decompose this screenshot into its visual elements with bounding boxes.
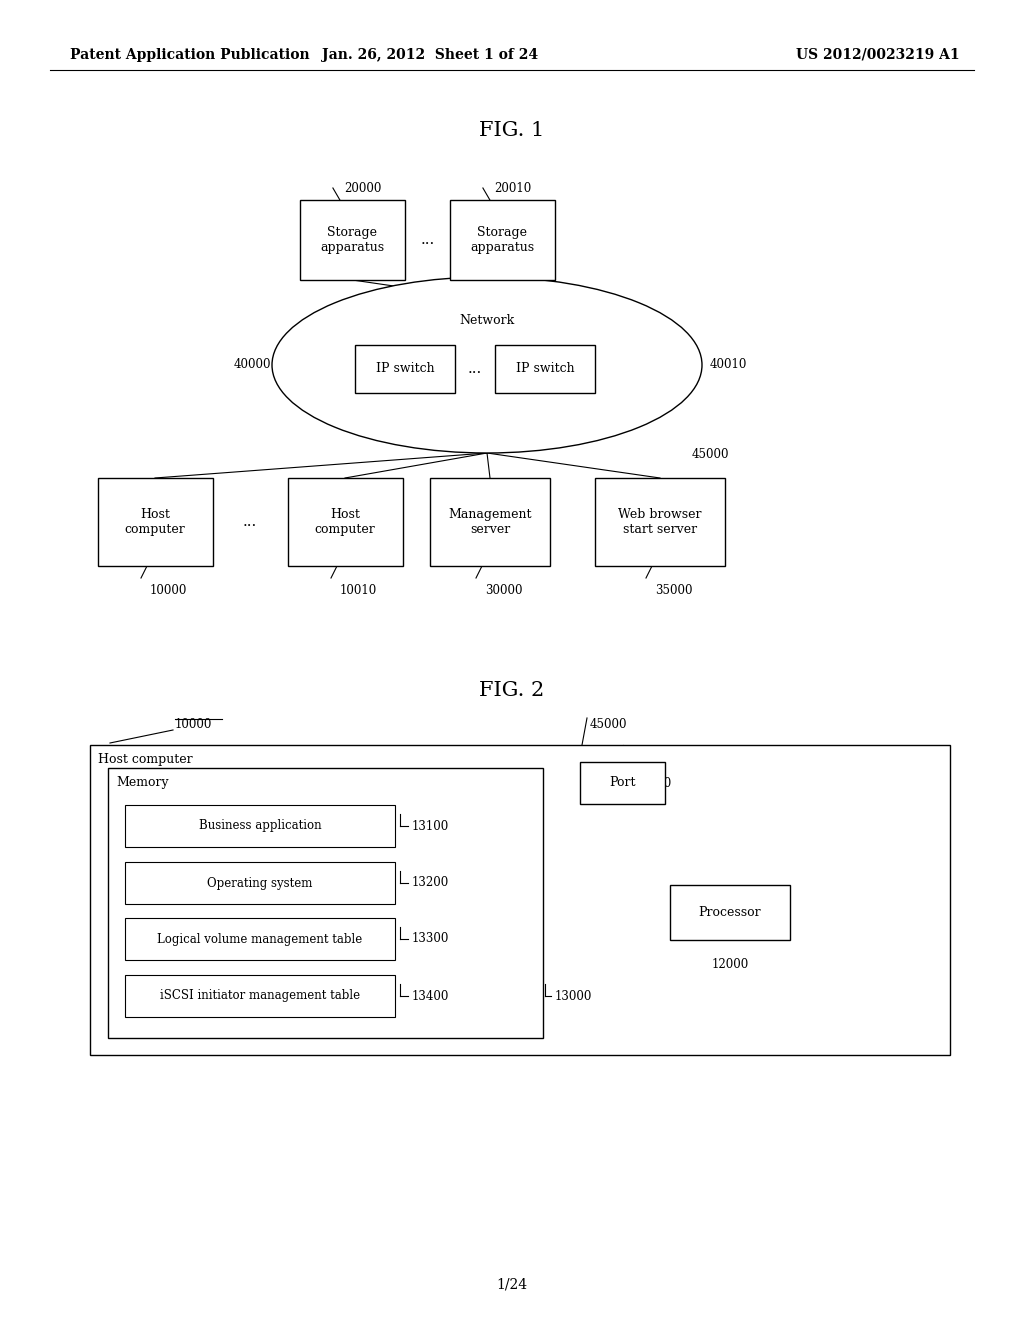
Text: 45000: 45000 bbox=[692, 447, 729, 461]
Text: Memory: Memory bbox=[116, 776, 169, 789]
Bar bbox=[97, 478, 213, 566]
Text: Web browser
start server: Web browser start server bbox=[618, 508, 701, 536]
Ellipse shape bbox=[272, 277, 702, 453]
Bar bbox=[90, 744, 950, 1055]
Text: Network: Network bbox=[460, 314, 515, 327]
Text: 10000: 10000 bbox=[175, 718, 212, 731]
Text: Storage
apparatus: Storage apparatus bbox=[470, 226, 535, 253]
Bar bbox=[125, 917, 395, 960]
Text: Business application: Business application bbox=[199, 820, 322, 833]
Text: Logical volume management table: Logical volume management table bbox=[158, 932, 362, 945]
Text: 20000: 20000 bbox=[344, 182, 382, 195]
Bar bbox=[450, 201, 555, 280]
Text: Operating system: Operating system bbox=[207, 876, 312, 890]
Text: 40010: 40010 bbox=[710, 359, 748, 371]
Text: Storage
apparatus: Storage apparatus bbox=[321, 226, 385, 253]
Text: 11000: 11000 bbox=[635, 777, 672, 789]
Text: 13200: 13200 bbox=[412, 876, 450, 890]
Text: 10000: 10000 bbox=[150, 583, 187, 597]
Text: 35000: 35000 bbox=[655, 583, 692, 597]
Text: Management
server: Management server bbox=[449, 508, 531, 536]
Bar bbox=[580, 762, 665, 804]
Text: Host
computer: Host computer bbox=[125, 508, 185, 536]
Text: 13400: 13400 bbox=[412, 990, 450, 1002]
Text: ...: ... bbox=[421, 234, 434, 247]
Text: Port: Port bbox=[609, 776, 636, 789]
Text: IP switch: IP switch bbox=[376, 363, 434, 375]
Bar bbox=[670, 884, 790, 940]
Text: 1/24: 1/24 bbox=[497, 1278, 527, 1292]
Text: FIG. 1: FIG. 1 bbox=[479, 120, 545, 140]
Text: IP switch: IP switch bbox=[516, 363, 574, 375]
Text: ...: ... bbox=[243, 515, 257, 529]
Text: 45000: 45000 bbox=[590, 718, 628, 731]
Bar bbox=[288, 478, 402, 566]
Bar bbox=[355, 345, 455, 393]
Text: Jan. 26, 2012  Sheet 1 of 24: Jan. 26, 2012 Sheet 1 of 24 bbox=[322, 48, 538, 62]
Bar bbox=[125, 805, 395, 847]
Text: ...: ... bbox=[468, 362, 482, 376]
Bar bbox=[108, 768, 543, 1038]
Text: 10010: 10010 bbox=[340, 583, 377, 597]
Text: 20010: 20010 bbox=[495, 182, 531, 195]
Bar bbox=[125, 975, 395, 1016]
Text: 12000: 12000 bbox=[712, 958, 750, 972]
Text: 13300: 13300 bbox=[412, 932, 450, 945]
Text: 30000: 30000 bbox=[485, 583, 522, 597]
Text: 13100: 13100 bbox=[412, 820, 450, 833]
Text: 40000: 40000 bbox=[234, 359, 271, 371]
Text: 13000: 13000 bbox=[555, 990, 592, 1002]
Text: FIG. 2: FIG. 2 bbox=[479, 681, 545, 700]
Bar bbox=[595, 478, 725, 566]
Text: Processor: Processor bbox=[698, 906, 761, 919]
Text: Host computer: Host computer bbox=[98, 752, 193, 766]
Text: iSCSI initiator management table: iSCSI initiator management table bbox=[160, 990, 360, 1002]
Bar bbox=[125, 862, 395, 904]
Bar bbox=[495, 345, 595, 393]
Bar bbox=[300, 201, 406, 280]
Text: Host
computer: Host computer bbox=[314, 508, 376, 536]
Text: Patent Application Publication: Patent Application Publication bbox=[70, 48, 309, 62]
Text: US 2012/0023219 A1: US 2012/0023219 A1 bbox=[797, 48, 961, 62]
Bar bbox=[430, 478, 550, 566]
